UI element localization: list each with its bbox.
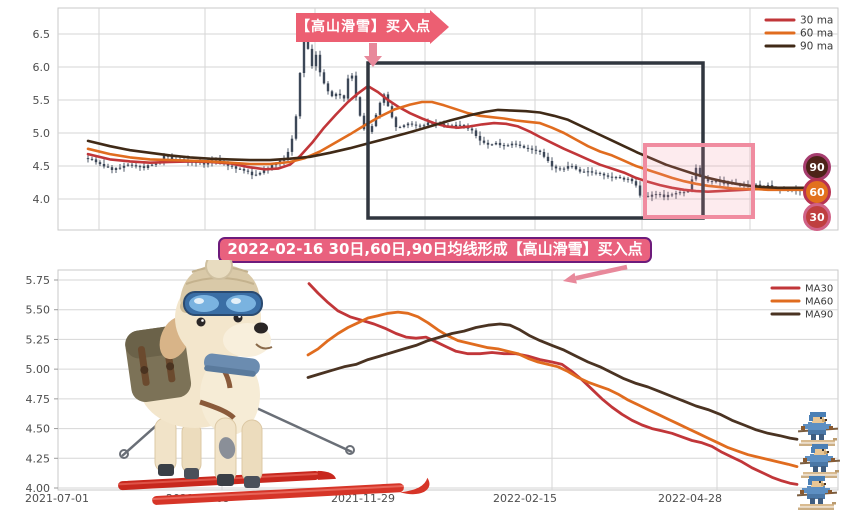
annotation-box: 2022-02-16 30日,60日,90日均线形成【高山滑雪】买入点 bbox=[218, 237, 652, 263]
bottom-legend-label: MA90 bbox=[805, 310, 833, 321]
top-legend-label: 90 ma bbox=[800, 41, 833, 53]
top-legend-label: 30 ma bbox=[800, 15, 833, 27]
buy-point-banner: 【高山滑雪】买入点 bbox=[296, 13, 430, 42]
bottom-legend: MA30 MA60 MA90 bbox=[770, 284, 833, 321]
ma-badge-label: 60 bbox=[809, 186, 825, 199]
top-grid-layer bbox=[57, 7, 839, 231]
bottom-legend-label: MA30 bbox=[805, 284, 833, 295]
pixel-skier-sprites bbox=[796, 412, 841, 510]
top-ma90-line bbox=[86, 108, 806, 190]
banner-arrow-right-icon bbox=[430, 10, 449, 44]
bottom-ytick-label: 5.00 bbox=[26, 363, 51, 376]
top-ytick-label: 4.5 bbox=[33, 160, 51, 173]
top-ytick-label: 5.5 bbox=[33, 94, 51, 107]
bottom-ytick-label: 4.50 bbox=[26, 423, 51, 436]
ski-dog-head bbox=[159, 260, 273, 377]
highlight-pink-rect bbox=[643, 143, 755, 219]
bottom-ma60-line bbox=[306, 310, 799, 469]
top-ma30-line bbox=[86, 84, 806, 193]
bottom-xtick-label: 2022-02-15 bbox=[493, 492, 557, 505]
bottom-ytick-label: 5.75 bbox=[26, 274, 51, 287]
bottom-xtick-label: 2021-11-29 bbox=[331, 492, 395, 505]
annotation-arrow-icon bbox=[575, 264, 628, 281]
bottom-ytick-label: 4.25 bbox=[26, 452, 51, 465]
banner-down-arrow-icon bbox=[369, 43, 377, 56]
top-ytick-label: 6.0 bbox=[33, 61, 51, 74]
annotation-arrow-head-icon bbox=[563, 272, 577, 284]
top-ytick-label: 4.0 bbox=[33, 193, 51, 206]
bottom-ytick-label: 4.00 bbox=[26, 482, 51, 495]
highlight-black-rect bbox=[366, 61, 705, 220]
bottom-ytick-label: 5.25 bbox=[26, 333, 51, 346]
buy-point-banner-label: 【高山滑雪】买入点 bbox=[296, 19, 431, 35]
ma-badge-label: 30 bbox=[809, 211, 825, 224]
bottom-ma90-line bbox=[306, 322, 799, 441]
ma-badge-circle bbox=[803, 203, 831, 231]
bottom-legend-label: MA60 bbox=[805, 297, 833, 308]
bottom-xtick-label: 2022-04-28 bbox=[658, 492, 722, 505]
ski-goggles-icon bbox=[183, 291, 263, 316]
bottom-ma30-line bbox=[307, 282, 799, 486]
ma-badge-label: 90 bbox=[809, 161, 825, 174]
ma-end-badges: 90 60 30 bbox=[803, 153, 831, 231]
bottom-ytick-label: 4.75 bbox=[26, 393, 51, 406]
top-ytick-label: 6.5 bbox=[33, 28, 51, 41]
top-ytick-label: 5.0 bbox=[33, 127, 51, 140]
banner-down-arrow-head-icon bbox=[364, 56, 382, 67]
bottom-xtick-label: 2021-07-01 bbox=[25, 492, 89, 505]
top-legend-label: 60 ma bbox=[800, 28, 833, 40]
ski-dog-boots bbox=[158, 464, 260, 488]
bottom-ytick-label: 5.50 bbox=[26, 304, 51, 317]
ski-dog-image bbox=[117, 260, 430, 505]
